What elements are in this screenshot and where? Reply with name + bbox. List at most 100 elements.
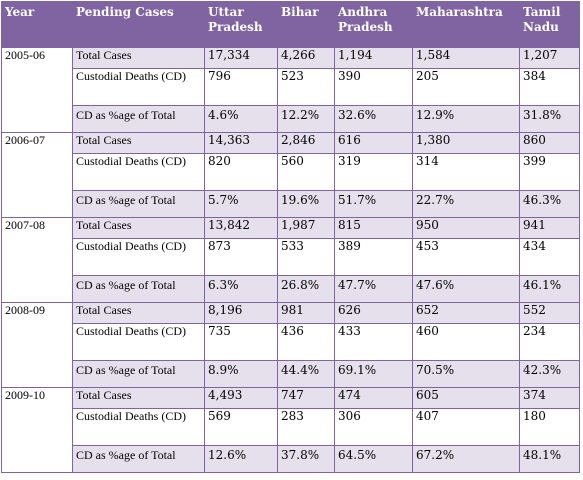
- value-tamil-nadu: 941: [519, 217, 580, 239]
- value-maharashtra: 205: [412, 68, 520, 106]
- value-andhra-pradesh: 389: [334, 238, 413, 276]
- row-label: Custodial Deaths (CD): [72, 408, 205, 446]
- value-andhra-pradesh: 390: [334, 68, 413, 106]
- value-tamil-nadu: 434: [519, 238, 580, 276]
- value-bihar: 747: [277, 387, 335, 409]
- value-andhra-pradesh: 626: [334, 302, 413, 324]
- value-maharashtra: 67.2%: [412, 445, 520, 473]
- row-label: Total Cases: [72, 132, 205, 154]
- value-andhra-pradesh: 616: [334, 132, 413, 154]
- value-andhra-pradesh: 433: [334, 323, 413, 361]
- value-bihar: 560: [277, 153, 335, 191]
- value-andhra-pradesh: 51.7%: [334, 190, 413, 218]
- cd-percentage-row: CD as %age of Total 8.9% 44.4% 69.1% 70.5% 42…: [2, 360, 580, 388]
- header-bihar: Bihar: [277, 1, 335, 48]
- header-pending-cases: Pending Cases: [72, 1, 205, 48]
- value-maharashtra: 605: [412, 387, 520, 409]
- value-bihar: 12.2%: [277, 105, 335, 133]
- value-maharashtra: 47.6%: [412, 275, 520, 303]
- value-andhra-pradesh: 64.5%: [334, 445, 413, 473]
- header-uttar-pradesh: Uttar Pradesh: [204, 1, 278, 48]
- value-tamil-nadu: 31.8%: [519, 105, 580, 133]
- row-label: Custodial Deaths (CD): [72, 238, 205, 276]
- total-cases-row: 2007-08 Total Cases 13,842 1,987 815 950 941: [1, 217, 580, 303]
- value-bihar: 19.6%: [277, 190, 335, 218]
- value-bihar: 1,987: [277, 217, 335, 239]
- value-maharashtra: 652: [412, 302, 520, 324]
- value-andhra-pradesh: 319: [334, 153, 413, 191]
- value-uttar-pradesh: 4.6%: [204, 105, 278, 133]
- row-label: CD as %age of Total: [72, 360, 205, 388]
- cd-percentage-row: CD as %age of Total 6.3% 26.8% 47.7% 47.6% 46…: [2, 275, 580, 303]
- cd-percentage-row: CD as %age of Total 12.6% 37.8% 64.5% 67.2% 4…: [2, 445, 580, 473]
- row-label: CD as %age of Total: [72, 275, 205, 303]
- value-bihar: 37.8%: [277, 445, 335, 473]
- value-uttar-pradesh: 6.3%: [204, 275, 278, 303]
- row-label: Custodial Deaths (CD): [72, 68, 205, 106]
- row-label: Custodial Deaths (CD): [72, 153, 205, 191]
- cd-percentage-row: CD as %age of Total 4.6% 12.2% 32.6% 12.9% 31…: [2, 105, 580, 133]
- value-tamil-nadu: 552: [519, 302, 580, 324]
- value-bihar: 44.4%: [277, 360, 335, 388]
- header-row: Year Pending Cases Uttar Pradesh Bihar A…: [1, 1, 580, 48]
- row-label: CD as %age of Total: [72, 190, 205, 218]
- value-bihar: 26.8%: [277, 275, 335, 303]
- value-tamil-nadu: 46.1%: [519, 275, 580, 303]
- year-cell: 2006-07: [1, 132, 73, 218]
- value-maharashtra: 950: [412, 217, 520, 239]
- value-uttar-pradesh: 14,363: [204, 132, 278, 154]
- custodial-deaths-row: Custodial Deaths (CD) 796 523 390 205 384: [2, 68, 580, 106]
- header-tamil-nadu: Tamil Nadu: [519, 1, 580, 48]
- total-cases-row: 2008-09 Total Cases 8,196 981 626 652 552: [1, 302, 580, 388]
- value-maharashtra: 460: [412, 323, 520, 361]
- custodial-deaths-row: Custodial Deaths (CD) 873 533 389 453 434: [2, 238, 580, 276]
- value-uttar-pradesh: 13,842: [204, 217, 278, 239]
- value-tamil-nadu: 234: [519, 323, 580, 361]
- year-cell: 2005-06: [1, 47, 73, 133]
- row-label: CD as %age of Total: [72, 445, 205, 473]
- value-tamil-nadu: 48.1%: [519, 445, 580, 473]
- value-uttar-pradesh: 820: [204, 153, 278, 191]
- value-bihar: 523: [277, 68, 335, 106]
- value-andhra-pradesh: 306: [334, 408, 413, 446]
- value-bihar: 2,846: [277, 132, 335, 154]
- value-bihar: 4,266: [277, 47, 335, 69]
- value-uttar-pradesh: 12.6%: [204, 445, 278, 473]
- value-maharashtra: 453: [412, 238, 520, 276]
- value-uttar-pradesh: 873: [204, 238, 278, 276]
- value-maharashtra: 314: [412, 153, 520, 191]
- custodial-deaths-row: Custodial Deaths (CD) 820 560 319 314 399: [2, 153, 580, 191]
- value-uttar-pradesh: 5.7%: [204, 190, 278, 218]
- value-bihar: 436: [277, 323, 335, 361]
- value-uttar-pradesh: 17,334: [204, 47, 278, 69]
- value-andhra-pradesh: 47.7%: [334, 275, 413, 303]
- value-uttar-pradesh: 569: [204, 408, 278, 446]
- value-andhra-pradesh: 815: [334, 217, 413, 239]
- value-tamil-nadu: 42.3%: [519, 360, 580, 388]
- value-maharashtra: 70.5%: [412, 360, 520, 388]
- total-cases-row: 2005-06 Total Cases 17,334 4,266 1,194 1,584 1…: [1, 47, 580, 133]
- value-tamil-nadu: 1,207: [519, 47, 580, 69]
- row-label: Total Cases: [72, 387, 205, 409]
- value-maharashtra: 22.7%: [412, 190, 520, 218]
- header-andhra-pradesh: Andhra Pradesh: [334, 1, 413, 48]
- header-year: Year: [1, 1, 73, 48]
- value-tamil-nadu: 860: [519, 132, 580, 154]
- value-uttar-pradesh: 4,493: [204, 387, 278, 409]
- row-label: Custodial Deaths (CD): [72, 323, 205, 361]
- value-andhra-pradesh: 474: [334, 387, 413, 409]
- value-tamil-nadu: 384: [519, 68, 580, 106]
- value-bihar: 981: [277, 302, 335, 324]
- value-uttar-pradesh: 796: [204, 68, 278, 106]
- value-maharashtra: 1,584: [412, 47, 520, 69]
- row-label: Total Cases: [72, 302, 205, 324]
- pending-cases-table: Year Pending Cases Uttar Pradesh Bihar A…: [1, 1, 580, 473]
- value-tamil-nadu: 180: [519, 408, 580, 446]
- value-andhra-pradesh: 69.1%: [334, 360, 413, 388]
- year-cell: 2009-10: [1, 387, 73, 473]
- value-tamil-nadu: 399: [519, 153, 580, 191]
- value-uttar-pradesh: 8,196: [204, 302, 278, 324]
- value-bihar: 533: [277, 238, 335, 276]
- value-maharashtra: 407: [412, 408, 520, 446]
